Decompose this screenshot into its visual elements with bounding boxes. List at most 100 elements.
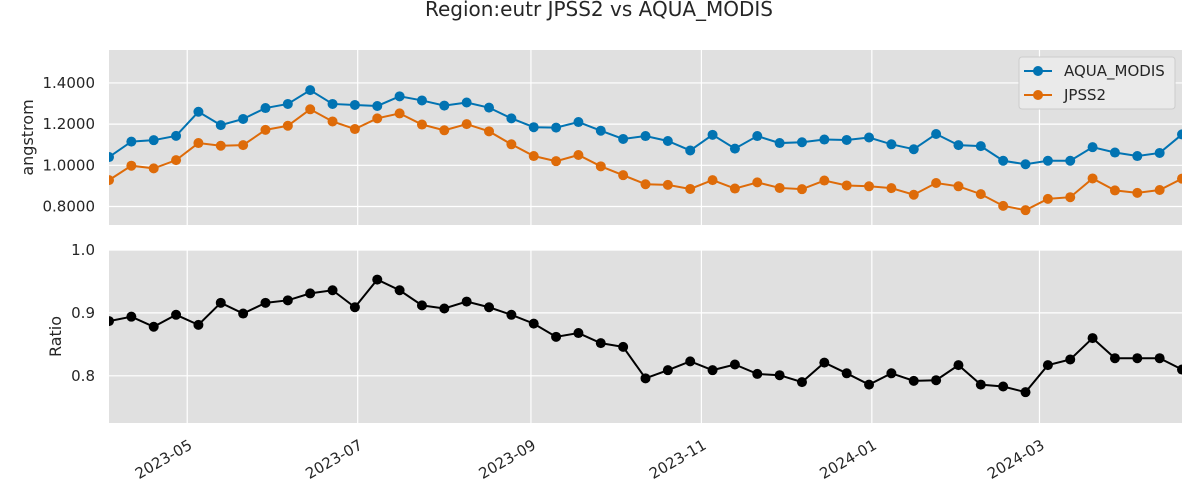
data-point <box>953 181 964 192</box>
data-point <box>148 163 159 174</box>
data-point <box>394 285 405 296</box>
y-tick-label: 0.8000 <box>43 197 96 215</box>
data-point <box>528 122 539 133</box>
data-point <box>327 116 338 127</box>
data-point <box>774 138 785 149</box>
data-point <box>305 104 316 115</box>
y-tick-label: 0.8 <box>71 367 95 385</box>
data-point <box>1065 155 1076 166</box>
data-point <box>886 368 897 379</box>
x-tick-label: 2023-09 <box>476 436 539 483</box>
data-point <box>752 177 763 188</box>
data-point <box>372 101 383 111</box>
data-point <box>975 141 986 152</box>
data-point <box>126 311 137 322</box>
y-axis-label: Ratio <box>46 316 65 357</box>
data-point <box>595 338 606 349</box>
y-tick-label: 1.0000 <box>43 156 96 174</box>
data-point <box>729 143 740 154</box>
data-point <box>327 285 338 296</box>
data-point <box>640 179 651 190</box>
data-point <box>1177 129 1182 140</box>
data-point <box>1109 185 1120 196</box>
data-point <box>349 302 360 313</box>
data-point <box>796 377 807 388</box>
data-point <box>260 103 271 114</box>
data-point <box>640 131 651 142</box>
data-point <box>109 152 114 163</box>
data-point <box>551 122 562 133</box>
data-point <box>171 309 182 320</box>
data-point <box>998 155 1009 166</box>
data-point <box>841 134 852 145</box>
data-point <box>618 170 629 181</box>
data-point <box>931 129 942 139</box>
data-point <box>662 365 673 376</box>
data-point <box>1154 185 1165 195</box>
data-point <box>886 139 897 150</box>
data-point <box>327 98 338 109</box>
data-point <box>595 125 606 136</box>
data-point <box>109 175 114 186</box>
data-point <box>819 357 830 368</box>
data-point <box>372 113 383 124</box>
data-point <box>1154 353 1165 364</box>
data-point <box>439 100 450 111</box>
data-point <box>148 321 159 332</box>
series-group <box>109 274 1182 398</box>
legend-label: AQUA_MODIS <box>1064 62 1165 81</box>
data-point <box>238 140 249 151</box>
data-point <box>662 136 673 146</box>
data-point <box>416 95 427 106</box>
data-point <box>1132 151 1143 162</box>
data-point <box>573 117 584 128</box>
data-point <box>1177 173 1182 184</box>
data-point <box>864 379 875 390</box>
data-point <box>282 98 293 109</box>
data-point <box>484 102 495 113</box>
data-point <box>528 318 539 329</box>
data-point <box>1065 192 1076 203</box>
data-point <box>662 179 673 190</box>
data-point <box>774 182 785 193</box>
data-point <box>975 189 986 200</box>
y-tick-label: 0.9 <box>71 304 95 322</box>
data-point <box>349 124 360 135</box>
data-point <box>193 138 204 149</box>
data-point <box>394 108 405 119</box>
data-point <box>126 136 137 147</box>
data-point <box>1020 159 1031 170</box>
data-point <box>1042 360 1053 371</box>
data-point <box>998 200 1009 211</box>
data-point <box>931 375 942 386</box>
data-point <box>707 365 718 376</box>
data-point <box>774 370 785 381</box>
data-point <box>528 151 539 162</box>
data-point <box>685 145 696 156</box>
data-point <box>416 119 427 130</box>
data-point <box>886 183 897 194</box>
data-point <box>171 130 182 141</box>
data-point <box>349 99 360 110</box>
data-point <box>841 180 852 191</box>
chart-title: Region:eutr JPSS2 vs AQUA_MODIS <box>425 0 773 21</box>
data-point <box>819 175 830 186</box>
data-point <box>215 140 226 151</box>
data-point <box>461 97 472 108</box>
data-point <box>1109 147 1120 158</box>
data-point <box>109 316 114 327</box>
data-point <box>282 120 293 131</box>
data-point <box>975 379 986 390</box>
y-tick-label: 1.2000 <box>43 115 96 133</box>
data-point <box>439 125 450 136</box>
legend-label: JPSS2 <box>1063 86 1106 104</box>
data-point <box>551 331 562 342</box>
data-point <box>238 308 249 319</box>
data-point <box>685 183 696 194</box>
legend-marker <box>1033 66 1043 76</box>
data-point <box>484 126 495 137</box>
plot-area <box>109 250 1182 423</box>
data-point <box>148 135 159 146</box>
data-point <box>796 184 807 195</box>
